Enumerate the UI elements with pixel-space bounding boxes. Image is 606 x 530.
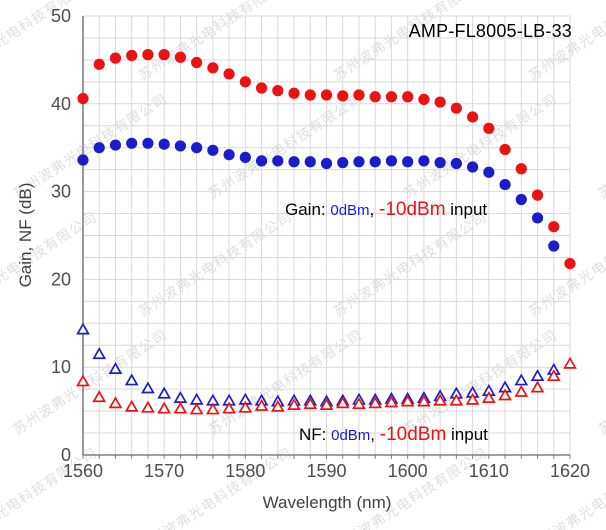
svg-text:20: 20: [51, 269, 71, 289]
svg-text:10: 10: [51, 357, 71, 377]
gain-legend-suffix: input: [445, 200, 488, 219]
y-axis-title: Gain, NF (dB): [16, 182, 35, 288]
series-nf-0dbm-input: [76, 322, 561, 407]
chart-title: AMP-FL8005-LB-33: [408, 21, 572, 41]
svg-text:1610: 1610: [469, 461, 509, 481]
svg-text:1570: 1570: [144, 461, 184, 481]
nf-legend-minus10dbm: -10dBm: [379, 424, 447, 445]
y-tick-labels: 0 10 20 30 40 50: [51, 6, 71, 465]
gain-legend-prefix: Gain:: [285, 200, 331, 219]
svg-text:1600: 1600: [388, 461, 428, 481]
svg-text:40: 40: [51, 94, 71, 114]
x-axis-title: Wavelength (nm): [262, 493, 392, 512]
svg-text:0: 0: [61, 445, 71, 465]
nf-legend-suffix: input: [446, 425, 488, 444]
gridlines: [82, 15, 571, 456]
svg-text:30: 30: [51, 182, 71, 202]
svg-text:1580: 1580: [225, 461, 265, 481]
nf-legend-comma: ,: [370, 425, 380, 444]
svg-text:1590: 1590: [306, 461, 346, 481]
svg-text:1620: 1620: [550, 461, 590, 481]
nf-legend-prefix: NF:: [299, 425, 332, 444]
series-gain-0dbm-input: [77, 137, 560, 252]
svg-text:1560: 1560: [63, 461, 103, 481]
nf-legend-0dbm: 0dBm: [331, 427, 371, 444]
gain-legend: Gain: 0dBm, -10dBm input: [285, 199, 487, 221]
gain-legend-minus10dbm: -10dBm: [379, 199, 446, 220]
nf-legend: NF: 0dBm, -10dBm input: [299, 424, 488, 446]
gain-legend-comma: ,: [369, 200, 379, 219]
x-tick-marks: [82, 455, 571, 459]
series-gain-10dbm-input: [77, 49, 576, 270]
x-tick-labels: 1560 1570 1580 1590 1600 1610 1620: [63, 461, 590, 481]
svg-text:50: 50: [51, 6, 71, 26]
gain-legend-0dbm: 0dBm: [330, 202, 370, 219]
series-nf-10dbm-input: [76, 356, 577, 415]
